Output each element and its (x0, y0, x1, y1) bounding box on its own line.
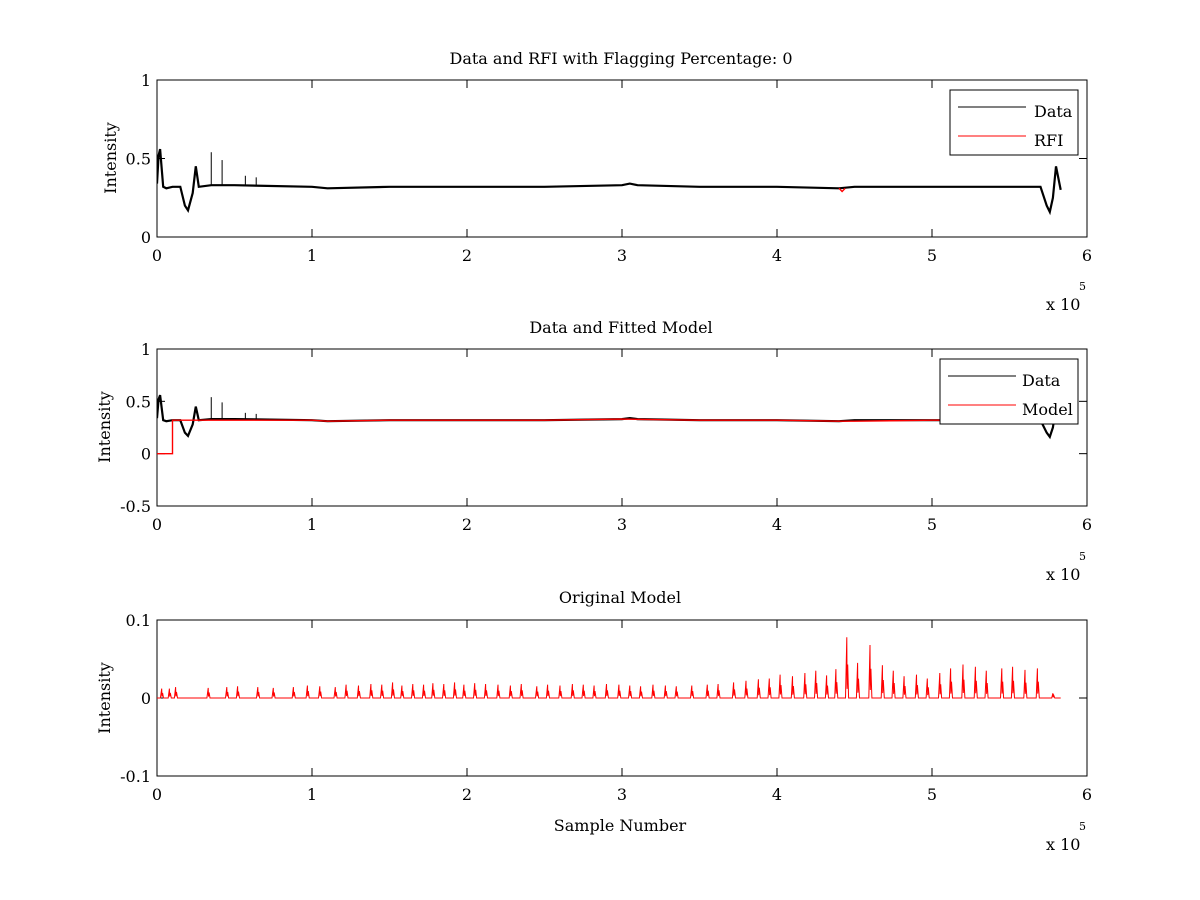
y-axis-label: Intensity (101, 122, 120, 194)
panel-original-model: Original Model Intensity Sample Number 0… (95, 588, 1092, 854)
y-tick-label: 0.5 (126, 392, 151, 411)
x-tick-label: 6 (1082, 515, 1092, 534)
y-tick-label: 0 (141, 445, 151, 464)
series-line-model (157, 418, 1041, 455)
x-multiplier: x 10 5 (1046, 550, 1086, 584)
series-layer (157, 148, 1062, 216)
legend-box (949, 89, 1079, 156)
series-line-rfi (838, 187, 846, 193)
x-axis-label: Sample Number (554, 816, 687, 835)
x-tick-label: 1 (307, 246, 317, 265)
x-tick-label: 2 (462, 515, 472, 534)
series-layer (157, 637, 1061, 699)
x-tick-label: 5 (927, 785, 937, 804)
multiplier-exponent: 5 (1079, 280, 1086, 293)
x-tick-label: 6 (1082, 246, 1092, 265)
x-tick-label: 3 (617, 515, 627, 534)
x-tick-label: 0 (152, 785, 162, 804)
x-tick-label: 4 (772, 785, 782, 804)
chart-title: Original Model (559, 588, 681, 607)
legend-label-data: Data (1022, 371, 1061, 390)
x-tick-label: 2 (462, 246, 472, 265)
y-tick-label: 0 (141, 228, 151, 247)
multiplier-base: x 10 (1046, 835, 1080, 854)
legend-label-model: Model (1022, 400, 1073, 419)
x-tick-label: 0 (152, 246, 162, 265)
y-tick-label: 0 (141, 689, 151, 708)
chart-title: Data and Fitted Model (529, 318, 712, 337)
multiplier-exponent: 5 (1079, 550, 1086, 563)
x-tick-label: 4 (772, 515, 782, 534)
x-tick-label: 5 (927, 515, 937, 534)
y-tick-label: 0.5 (126, 150, 151, 169)
panel-data-and-rfi: Data and RFI with Flagging Percentage: 0… (101, 49, 1092, 314)
multiplier-base: x 10 (1046, 565, 1080, 584)
multiplier-base: x 10 (1046, 295, 1080, 314)
series-line-original-model (157, 637, 1061, 699)
y-tick-label: 1 (141, 71, 151, 90)
y-tick-label: 0.1 (126, 611, 151, 630)
y-tick-label: 1 (141, 340, 151, 359)
legend-label-rfi: RFI (1034, 131, 1063, 150)
multiplier-exponent: 5 (1079, 820, 1086, 833)
legend: Data Model (939, 358, 1079, 425)
plot-area (156, 79, 1088, 238)
plot-area (156, 619, 1088, 777)
x-multiplier: x 10 5 (1046, 820, 1086, 854)
tick-labels: 0 1 2 3 4 5 6-0.500.51 (120, 340, 1092, 534)
y-tick-label: -0.5 (120, 497, 151, 516)
chart-title: Data and RFI with Flagging Percentage: 0 (449, 49, 792, 68)
y-tick-label: -0.1 (120, 767, 151, 786)
panel-data-and-fitted-model: Data and Fitted Model Intensity 0 1 2 3 4 5 6 -… (95, 318, 1092, 584)
series-line-data (157, 148, 1062, 216)
x-tick-label: 0 (152, 515, 162, 534)
x-tick-label: 4 (772, 246, 782, 265)
tick-labels: 0 1 2 3 4 5 6-0.100.1 (120, 611, 1092, 804)
legend-label-data: Data (1034, 102, 1073, 121)
x-tick-label: 1 (307, 515, 317, 534)
x-tick-label: 6 (1082, 785, 1092, 804)
legend-box (939, 358, 1079, 425)
y-axis-label: Intensity (95, 391, 114, 463)
x-tick-label: 3 (617, 246, 627, 265)
x-tick-label: 3 (617, 785, 627, 804)
axes-box (156, 79, 1088, 238)
y-axis-label: Intensity (95, 662, 114, 734)
x-tick-label: 2 (462, 785, 472, 804)
x-tick-label: 5 (927, 246, 937, 265)
legend: Data RFI (949, 89, 1079, 156)
x-tick-label: 1 (307, 785, 317, 804)
x-multiplier: x 10 5 (1046, 280, 1086, 314)
tick-labels: 0 1 2 3 4 5 6 0 0.5 1 (126, 71, 1093, 265)
